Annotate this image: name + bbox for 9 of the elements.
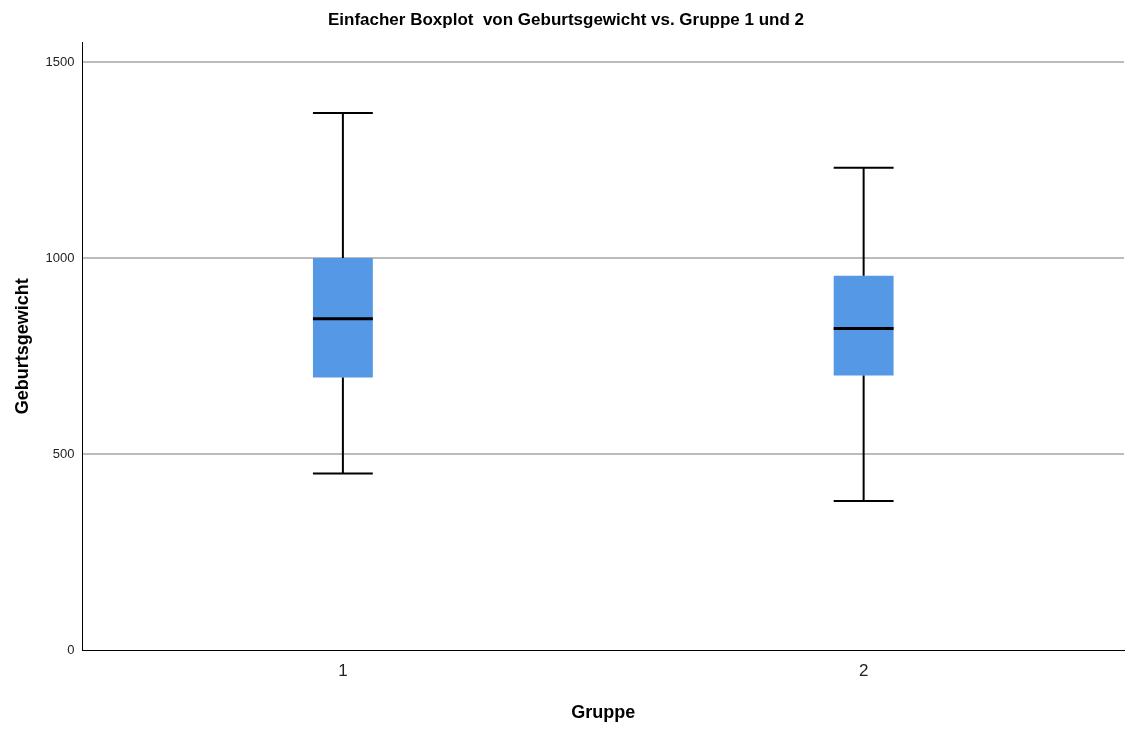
chart-title: Einfacher Boxplot von Geburtsgewicht vs. Gruppe 1 und 2 xyxy=(327,9,805,29)
x-tick-label: 2 xyxy=(858,660,869,680)
y-tick-label: 1000 xyxy=(45,249,75,265)
y-tick-label: 500 xyxy=(52,445,75,461)
y-tick-label: 1500 xyxy=(45,53,75,69)
x-tick-label: 1 xyxy=(338,660,348,680)
y-axis-title: Geburtsgewicht xyxy=(11,278,32,415)
x-axis-title: Gruppe xyxy=(571,702,636,723)
y-tick-label: 0 xyxy=(67,641,75,657)
